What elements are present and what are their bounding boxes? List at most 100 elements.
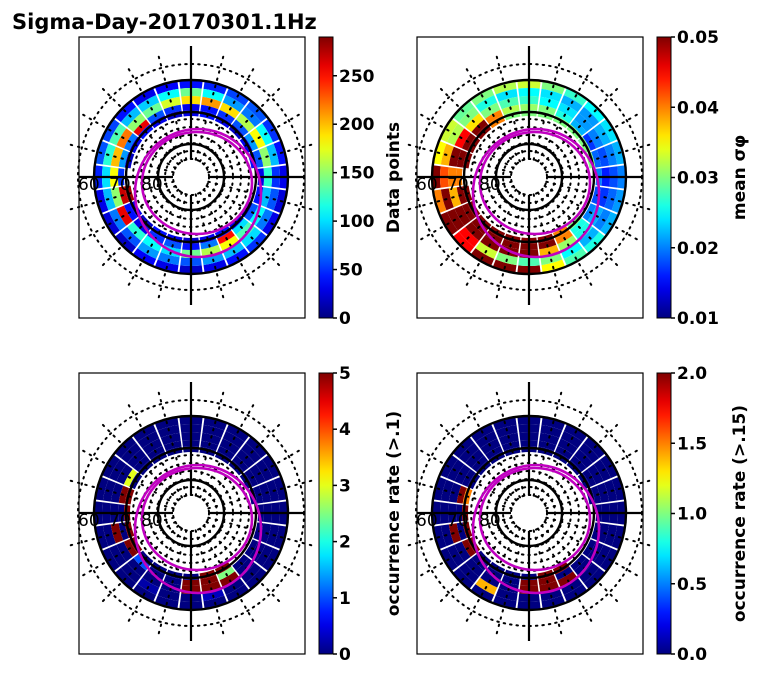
dotted-mlt-spoke [537,65,594,163]
colorbar-tick-label: 0.0 [677,645,707,665]
dotted-mlt-spoke [543,185,641,242]
dotted-mlt-spoke [66,516,175,548]
dotted-mlt-spoke [199,65,256,163]
dotted-mlt-spoke [79,112,177,169]
colorbar-gradient [318,372,334,655]
bin-mlt1-ring2 [539,580,560,594]
bin-mlt11-ring2 [201,432,222,446]
dotted-mlt-spoke [79,521,177,578]
dotted-mlt-spoke [66,142,175,174]
colorbar-tick-label: 250 [339,67,375,87]
dotted-mlt-spoke [207,142,316,174]
dotted-mlt-spoke [99,421,180,502]
bin-mlt15-ring2 [127,113,146,132]
colorbar-tick-label: 100 [339,212,375,232]
bin-mlt14-ring2 [142,102,163,119]
dotted-mlt-spoke [532,388,564,497]
colorbar-tick-label: 1 [339,589,351,609]
dotted-mlt-spoke [494,388,526,497]
bin-mlt3-ring2 [236,558,255,577]
colorbar-tick-label: 0.02 [677,239,719,259]
dotted-mlt-spoke [194,388,226,497]
latitude-label: 80 [479,175,501,195]
auroral-oval-inner [140,466,254,572]
colorbar-tick-label: 0 [339,309,351,329]
bin-mlt2-ring2 [557,235,578,252]
bin-mlt21-ring2 [465,222,484,241]
bin-mlt13-ring2 [160,432,181,446]
colorbar: 0 50 100 150 200 250 Data points [318,36,404,329]
dotted-mlt-spoke [417,112,515,169]
bin-mlt13-ring2 [498,96,519,110]
dotted-mlt-spoke [156,529,188,638]
dotted-mlt-spoke [437,421,518,502]
colorbar: 0 1 2 3 4 5 occurrence rate (>.1) [318,364,404,665]
dotted-mlt-spoke [464,401,521,499]
dotted-mlt-spoke [156,388,188,497]
colorbar-tick-label: 0 [339,645,351,665]
bin-mlt21-ring2 [465,558,484,577]
bin-mlt2-ring2 [557,571,578,588]
dotted-mlt-spoke [494,529,526,638]
bin-mlt8-ring2 [587,464,604,485]
panel-bottom-left: 60 70 80 0 1 2 3 4 5 occurrence rate (>.1) [66,364,404,665]
figure-title: Sigma-Day-20170301.1Hz [12,10,317,34]
latitude-label: 70 [109,175,131,195]
dotted-mlt-spoke [543,112,641,169]
dotted-mlt-spoke [199,401,256,499]
dotted-mlt-spoke [437,524,518,605]
dotted-mlt-spoke [537,401,594,499]
dotted-mlt-spoke [194,529,226,638]
dotted-mlt-spoke [537,527,594,625]
bin-mlt21-ring2 [127,222,146,241]
dotted-mlt-spoke [417,448,515,505]
dotted-mlt-spoke [404,180,513,212]
bin-mlt5-ring2 [596,187,610,208]
colorbar-tick-label: 1.0 [677,505,707,525]
bin-mlt2-ring2 [219,235,240,252]
colorbar-tick-label: 5 [339,364,351,384]
colorbar-tick-label: 50 [339,261,363,281]
bin-mlt5-ring2 [596,523,610,544]
colorbar-gradient [318,36,334,319]
colorbar-tick-label: 4 [339,420,351,440]
dotted-mlt-spoke [79,185,177,242]
bin-mlt7-ring2 [596,146,610,167]
auroral-oval-inner [478,130,592,236]
bin-mlt8-ring2 [587,128,604,149]
dotted-mlt-spoke [126,65,183,163]
bin-mlt14-ring2 [480,102,501,119]
dotted-mlt-spoke [194,193,226,302]
dotted-mlt-spoke [66,180,175,212]
bin-mlt13-ring2 [498,432,519,446]
bin-mlt8-ring2 [249,464,266,485]
auroral-oval-outer [471,463,601,595]
bin-mlt17-ring2 [110,482,124,503]
latitude-label: 60 [78,175,100,195]
colorbar-tick-label: 1.5 [677,434,707,454]
bin-mlt1-ring2 [539,244,560,258]
colorbar-tick-label: 0.01 [677,309,719,329]
dotted-mlt-spoke [156,52,188,161]
panel-top-right: 60 70 80 0.01 0.02 0.03 0.04 0.05 mean σφ [404,28,750,329]
bin-mlt16-ring2 [454,128,471,149]
dotted-mlt-spoke [540,524,621,605]
dotted-mlt-spoke [202,188,283,269]
auroral-oval-outer [471,127,601,259]
bin-mlt9-ring2 [236,449,255,468]
dotted-mlt-spoke [464,65,521,163]
latitude-label: 70 [109,511,131,531]
bin-mlt5-ring2 [258,187,272,208]
colorbar: 0.01 0.02 0.03 0.04 0.05 mean σφ [656,28,750,329]
latitude-label: 70 [447,511,469,531]
bin-mlt22-ring2 [142,235,163,252]
bin-mlt3-ring2 [574,558,593,577]
bin-mlt19-ring2 [448,187,462,208]
latitude-label: 80 [141,511,163,531]
dotted-mlt-spoke [202,421,283,502]
dotted-mlt-spoke [545,142,654,174]
bin-mlt9-ring2 [574,449,593,468]
colorbar-label: mean σφ [730,135,750,220]
latitude-label: 80 [141,175,163,195]
